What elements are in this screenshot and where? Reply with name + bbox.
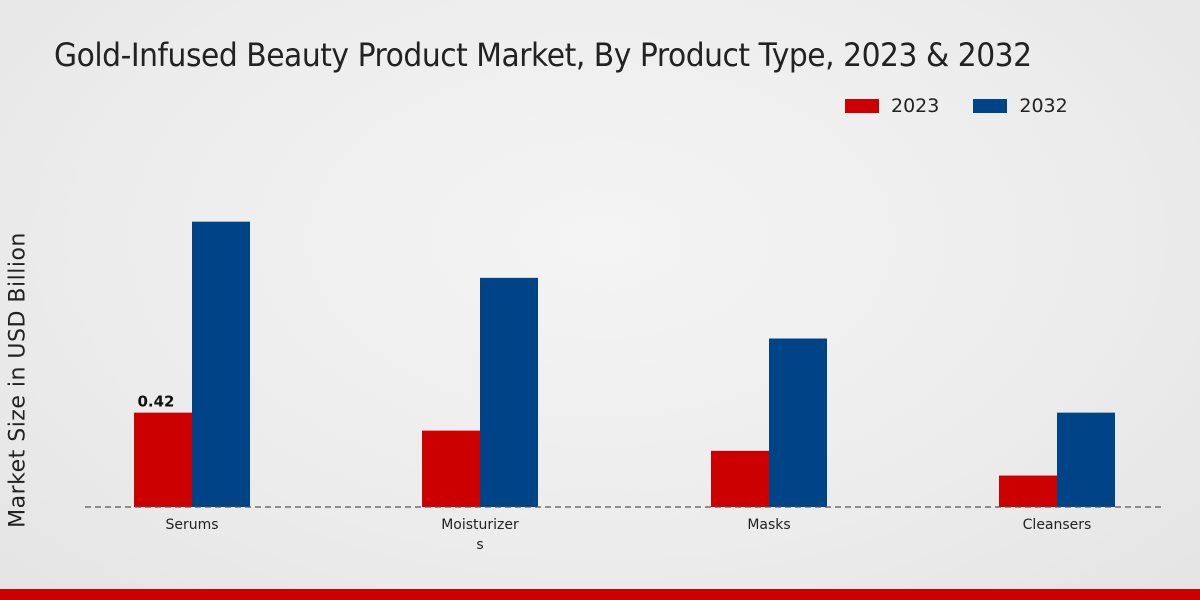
bar-serums-2032[interactable] — [192, 221, 250, 507]
bar-cleansers-2032[interactable] — [1057, 412, 1115, 507]
bar-cleansers-2023[interactable] — [999, 475, 1057, 507]
bar-moisturizers-2032[interactable] — [480, 277, 538, 507]
x-tick-label-masks: Masks — [747, 517, 790, 533]
legend: 2023 2032 — [845, 95, 1068, 117]
bar-serums-2023[interactable] — [134, 412, 192, 507]
bar-masks-2023[interactable] — [711, 450, 769, 507]
legend-item-2032[interactable]: 2032 — [973, 95, 1068, 117]
bar-masks-2032[interactable] — [769, 338, 827, 508]
legend-swatch-2032 — [973, 99, 1008, 113]
legend-item-2023[interactable]: 2023 — [845, 95, 939, 117]
bar-moisturizers-2023[interactable] — [422, 430, 480, 507]
data-label-serums-2023: 0.42 — [137, 393, 174, 411]
chart-title: Gold-Infused Beauty Product Market, By P… — [54, 36, 1032, 74]
legend-label-2032: 2032 — [1019, 95, 1068, 117]
legend-swatch-2023 — [845, 99, 879, 113]
x-tick-label-cleansers: Cleansers — [1023, 517, 1092, 533]
x-tick-label-serums: Serums — [165, 517, 218, 533]
legend-label-2023: 2023 — [891, 95, 940, 117]
x-tick-label-moisturizers: Moisturizer s — [441, 517, 519, 553]
footer-accent-bar — [0, 589, 1200, 600]
